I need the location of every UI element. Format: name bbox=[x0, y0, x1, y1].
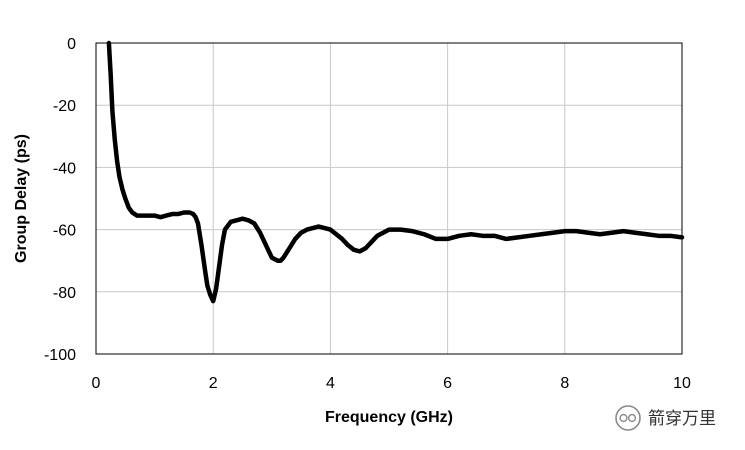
x-tick-label: 2 bbox=[209, 375, 218, 392]
watermark: 箭穿万里 bbox=[615, 405, 716, 431]
x-tick-label: 6 bbox=[443, 375, 452, 392]
x-tick-label: 0 bbox=[92, 375, 101, 392]
y-tick-label: -80 bbox=[53, 285, 76, 302]
y-tick-label: 0 bbox=[67, 36, 76, 53]
wechat-icon bbox=[615, 405, 641, 431]
x-tick-label: 4 bbox=[326, 375, 335, 392]
watermark-text: 箭穿万里 bbox=[648, 409, 716, 429]
y-tick-label: -40 bbox=[53, 160, 76, 177]
y-tick-label: -100 bbox=[44, 347, 76, 364]
series-layer bbox=[106, 40, 685, 304]
x-axis-title: Frequency (GHz) bbox=[325, 409, 453, 426]
plot-area-border bbox=[95, 42, 683, 355]
series-line-0 bbox=[106, 40, 685, 304]
tick-labels: 0 -20 -40 -60 -80 -100 0 2 4 6 8 10 bbox=[44, 36, 691, 392]
y-tick-label: -60 bbox=[53, 223, 76, 240]
x-tick-label: 8 bbox=[560, 375, 569, 392]
y-tick-label: -20 bbox=[53, 98, 76, 115]
grid-lines bbox=[95, 42, 683, 355]
x-tick-label: 10 bbox=[673, 375, 691, 392]
y-axis-title: Group Delay (ps) bbox=[13, 134, 30, 263]
